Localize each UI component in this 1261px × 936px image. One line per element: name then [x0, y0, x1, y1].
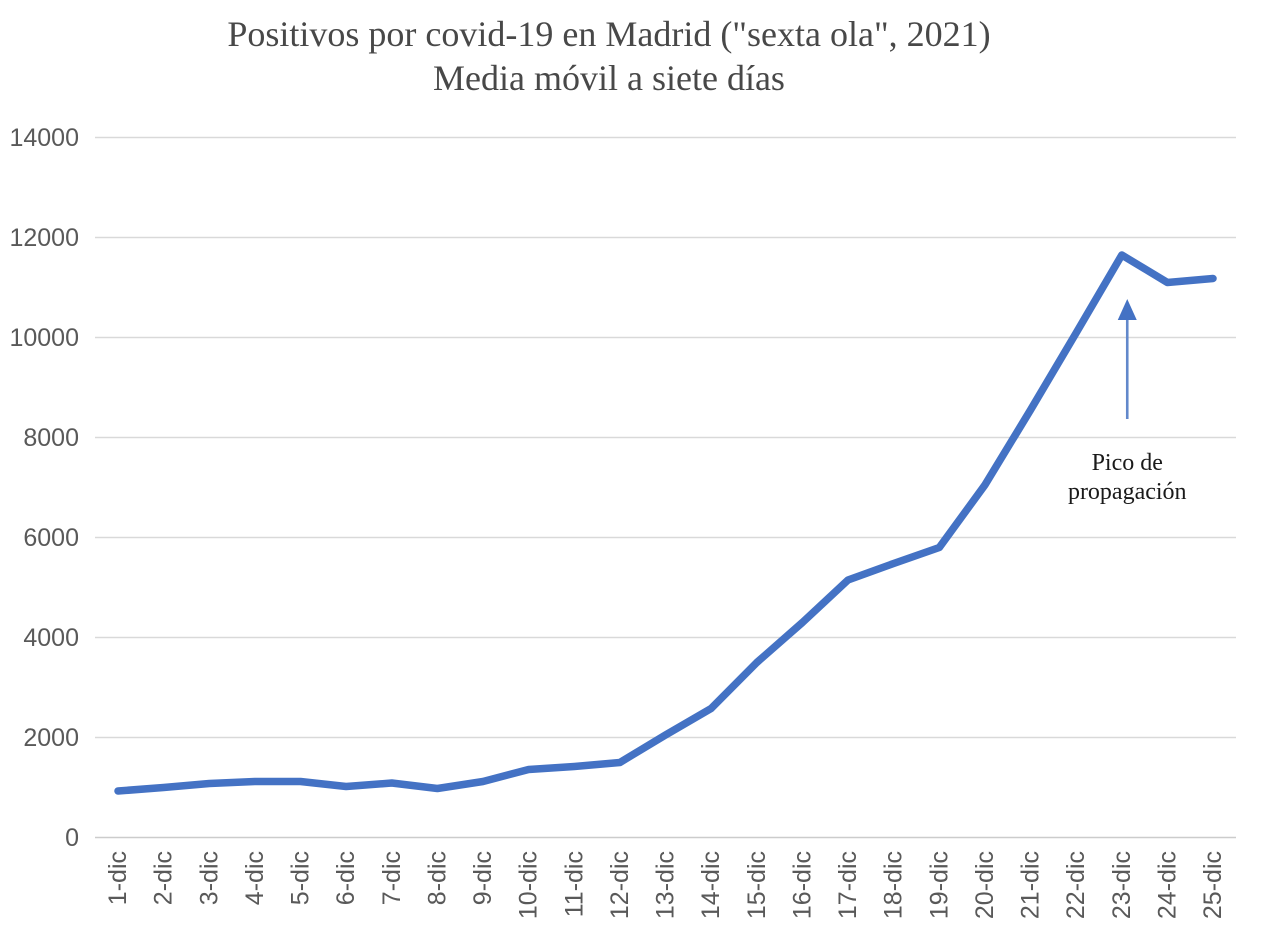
x-tick-label: 22-dic [1062, 851, 1090, 919]
x-tick-label: 20-dic [971, 851, 999, 919]
x-tick-label: 9-dic [469, 851, 497, 905]
x-tick-label: 24-dic [1153, 851, 1181, 919]
x-tick-label: 5-dic [287, 851, 315, 905]
x-tick-label: 21-dic [1017, 851, 1045, 919]
x-tick-label: 6-dic [332, 851, 360, 905]
x-tick-label: 4-dic [241, 851, 269, 905]
x-tick-label: 7-dic [378, 851, 406, 905]
x-tick-label: 8-dic [423, 851, 451, 905]
y-tick-label: 10000 [9, 324, 79, 352]
x-tick-label: 19-dic [925, 851, 953, 919]
y-tick-label: 0 [65, 824, 79, 852]
x-tick-label: 14-dic [697, 851, 725, 919]
y-tick-label: 6000 [23, 524, 79, 552]
y-tick-label: 2000 [23, 724, 79, 752]
x-tick-label: 17-dic [834, 851, 862, 919]
x-tick-label: 10-dic [515, 851, 543, 919]
chart-title-block: Positivos por covid-19 en Madrid ("sexta… [0, 12, 1218, 100]
y-tick-label: 14000 [9, 124, 79, 152]
chart-subtitle: Media móvil a siete días [433, 58, 785, 98]
y-tick-label: 4000 [23, 624, 79, 652]
x-tick-label: 18-dic [880, 851, 908, 919]
x-tick-label: 12-dic [606, 851, 634, 919]
x-tick-label: 11-dic [560, 851, 588, 917]
y-tick-label: 8000 [23, 424, 79, 452]
x-tick-label: 1-dic [104, 851, 132, 905]
x-tick-label: 13-dic [652, 851, 680, 919]
y-tick-label: 12000 [9, 224, 79, 252]
annotation-arrowhead-icon [1117, 299, 1137, 320]
chart-title: Positivos por covid-19 en Madrid ("sexta… [227, 14, 991, 54]
x-tick-label: 16-dic [788, 851, 816, 919]
annotation-text-line2: propagación [1068, 479, 1187, 505]
x-tick-label: 23-dic [1108, 851, 1136, 919]
series-line [114, 251, 1217, 795]
x-tick-label: 2-dic [150, 851, 178, 905]
annotation-text-line1: Pico de [1092, 450, 1163, 476]
x-tick-label: 15-dic [743, 851, 771, 919]
x-tick-label: 3-dic [195, 851, 223, 905]
x-tick-label: 25-dic [1199, 851, 1227, 919]
